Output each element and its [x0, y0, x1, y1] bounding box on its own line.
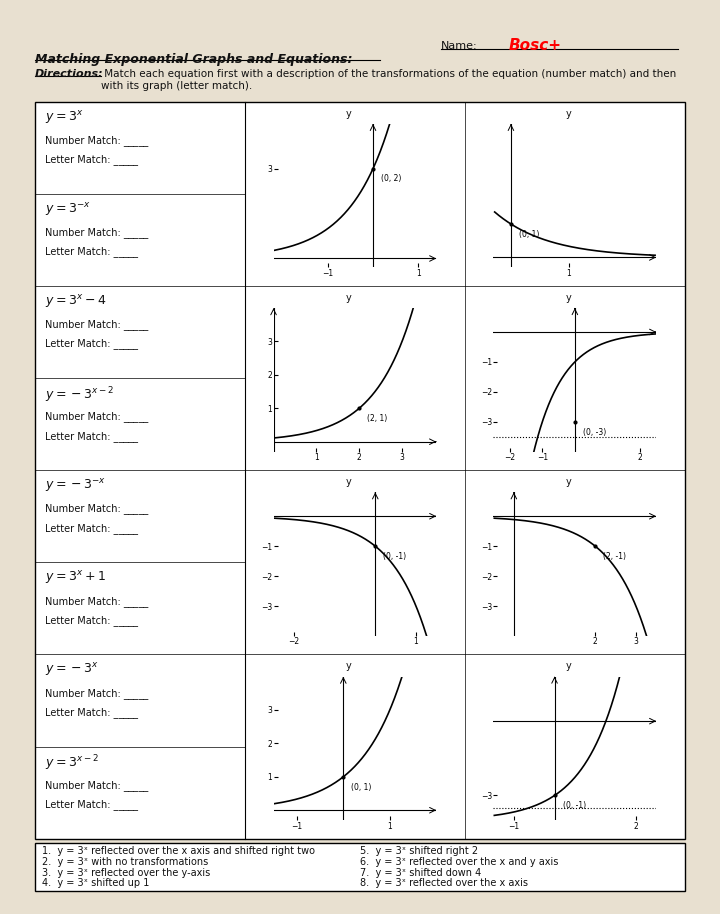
Text: (0, -1): (0, -1)	[562, 802, 586, 810]
Text: (2, -1): (2, -1)	[603, 552, 626, 561]
Text: (2, 1): (2, 1)	[367, 414, 387, 423]
Text: $y = 3^{x} + 1$: $y = 3^{x} + 1$	[45, 569, 106, 586]
Text: Letter Match: _____: Letter Match: _____	[45, 430, 138, 441]
Text: f.: f.	[495, 316, 503, 326]
Text: 7.  y = 3ˣ shifted down 4: 7. y = 3ˣ shifted down 4	[360, 867, 481, 877]
Text: 3.  y = 3ˣ reflected over the y-axis: 3. y = 3ˣ reflected over the y-axis	[42, 867, 210, 877]
Text: $y = 3^{x}$: $y = 3^{x}$	[45, 109, 84, 125]
Text: c.: c.	[275, 501, 285, 511]
Text: 4.  y = 3ˣ shifted up 1: 4. y = 3ˣ shifted up 1	[42, 878, 149, 888]
Text: a.: a.	[275, 133, 286, 143]
Text: 6.  y = 3ˣ reflected over the x and y axis: 6. y = 3ˣ reflected over the x and y axi…	[360, 857, 559, 867]
Text: Number Match: _____: Number Match: _____	[45, 504, 148, 515]
Text: Number Match: _____: Number Match: _____	[45, 780, 148, 791]
Text: b.: b.	[275, 316, 286, 326]
Text: Letter Match: _____: Letter Match: _____	[45, 799, 138, 810]
Text: $y = -3^{x}$: $y = -3^{x}$	[45, 662, 99, 678]
Text: Bosc+: Bosc+	[509, 38, 562, 53]
Text: Letter Match: _____: Letter Match: _____	[45, 707, 138, 718]
Text: (0, -3): (0, -3)	[583, 428, 606, 437]
Text: $y = -3^{x-2}$: $y = -3^{x-2}$	[45, 385, 114, 405]
Text: y: y	[346, 292, 351, 303]
Text: d.: d.	[275, 686, 286, 696]
Text: Letter Match: _____: Letter Match: _____	[45, 247, 138, 258]
Text: Number Match: _____: Number Match: _____	[45, 596, 148, 607]
Bar	[35, 101, 685, 839]
Text: Number Match: _____: Number Match: _____	[45, 227, 148, 238]
Text: Match each equation first with a description of the transformations of the equat: Match each equation first with a descrip…	[102, 69, 677, 90]
Text: g.: g.	[495, 501, 506, 511]
Text: $y = 3^{x} - 4$: $y = 3^{x} - 4$	[45, 292, 107, 310]
Text: y: y	[565, 477, 571, 487]
Text: 8.  y = 3ˣ reflected over the x axis: 8. y = 3ˣ reflected over the x axis	[360, 878, 528, 888]
Text: y: y	[346, 477, 351, 487]
Text: Matching Exponential Graphs and Equations:: Matching Exponential Graphs and Equation…	[35, 52, 353, 66]
Text: (0, -1): (0, -1)	[384, 552, 407, 561]
Text: Name:: Name:	[441, 41, 478, 51]
Text: y: y	[346, 662, 351, 672]
Text: y: y	[346, 109, 351, 119]
Text: y: y	[565, 109, 571, 119]
Text: $y = -3^{-x}$: $y = -3^{-x}$	[45, 477, 107, 494]
Text: Number Match: _____: Number Match: _____	[45, 319, 148, 330]
Text: Letter Match: _____: Letter Match: _____	[45, 338, 138, 349]
Bar	[35, 843, 685, 891]
Text: 1.  y = 3ˣ reflected over the x axis and shifted right two: 1. y = 3ˣ reflected over the x axis and …	[42, 846, 315, 856]
Text: Letter Match: _____: Letter Match: _____	[45, 523, 138, 534]
Text: h.: h.	[495, 686, 506, 696]
Text: $y = 3^{-x}$: $y = 3^{-x}$	[45, 201, 91, 218]
Text: y: y	[565, 292, 571, 303]
Text: Number Match: _____: Number Match: _____	[45, 135, 148, 146]
Text: Number Match: _____: Number Match: _____	[45, 687, 148, 698]
Text: 2.  y = 3ˣ with no transformations: 2. y = 3ˣ with no transformations	[42, 857, 208, 867]
Text: 5.  y = 3ˣ shifted right 2: 5. y = 3ˣ shifted right 2	[360, 846, 478, 856]
Text: Letter Match: _____: Letter Match: _____	[45, 154, 138, 165]
Text: Number Match: _____: Number Match: _____	[45, 411, 148, 422]
Text: $y = 3^{x-2}$: $y = 3^{x-2}$	[45, 753, 99, 773]
Text: Letter Match: _____: Letter Match: _____	[45, 615, 138, 626]
Text: e.: e.	[495, 133, 506, 143]
Text: Directions:: Directions:	[35, 69, 104, 80]
Text: (0, 1): (0, 1)	[519, 229, 539, 239]
Text: y: y	[565, 662, 571, 672]
Text: (0, 2): (0, 2)	[381, 175, 402, 184]
Text: (0, 1): (0, 1)	[351, 782, 372, 792]
